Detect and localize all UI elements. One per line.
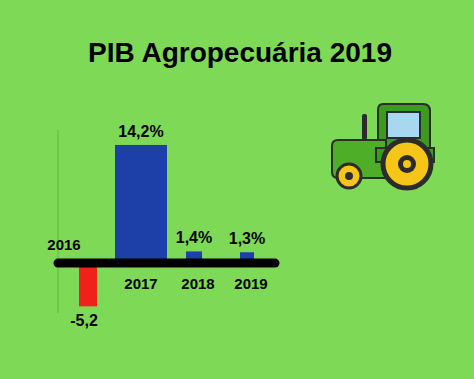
rear-hub xyxy=(398,155,416,173)
data-label: -5,2 xyxy=(70,312,98,329)
bar xyxy=(115,145,167,263)
tractor-icon xyxy=(332,104,434,188)
data-label: 1,3% xyxy=(229,230,265,247)
front-hub xyxy=(345,172,353,180)
background xyxy=(0,0,474,379)
exhaust xyxy=(362,114,367,140)
window xyxy=(387,112,420,138)
baseline xyxy=(58,259,275,268)
bar xyxy=(79,263,97,306)
category-label: 2018 xyxy=(181,275,214,292)
front-wheel xyxy=(337,164,361,188)
data-label: 14,2% xyxy=(118,123,163,140)
y-range-line xyxy=(58,130,59,313)
category-label: 2017 xyxy=(124,275,157,292)
title: PIB Agropecuária 2019 xyxy=(88,37,392,68)
rear-hub-center xyxy=(403,160,411,168)
bars xyxy=(79,145,254,306)
category-label: 2019 xyxy=(234,275,267,292)
category-label: 2016 xyxy=(47,236,80,253)
rear-wheel xyxy=(383,140,431,188)
data-label: 1,4% xyxy=(176,229,212,246)
chart: PIB Agropecuária 2019 2016 -5,2 2017 14,2% 20… xyxy=(0,0,474,379)
